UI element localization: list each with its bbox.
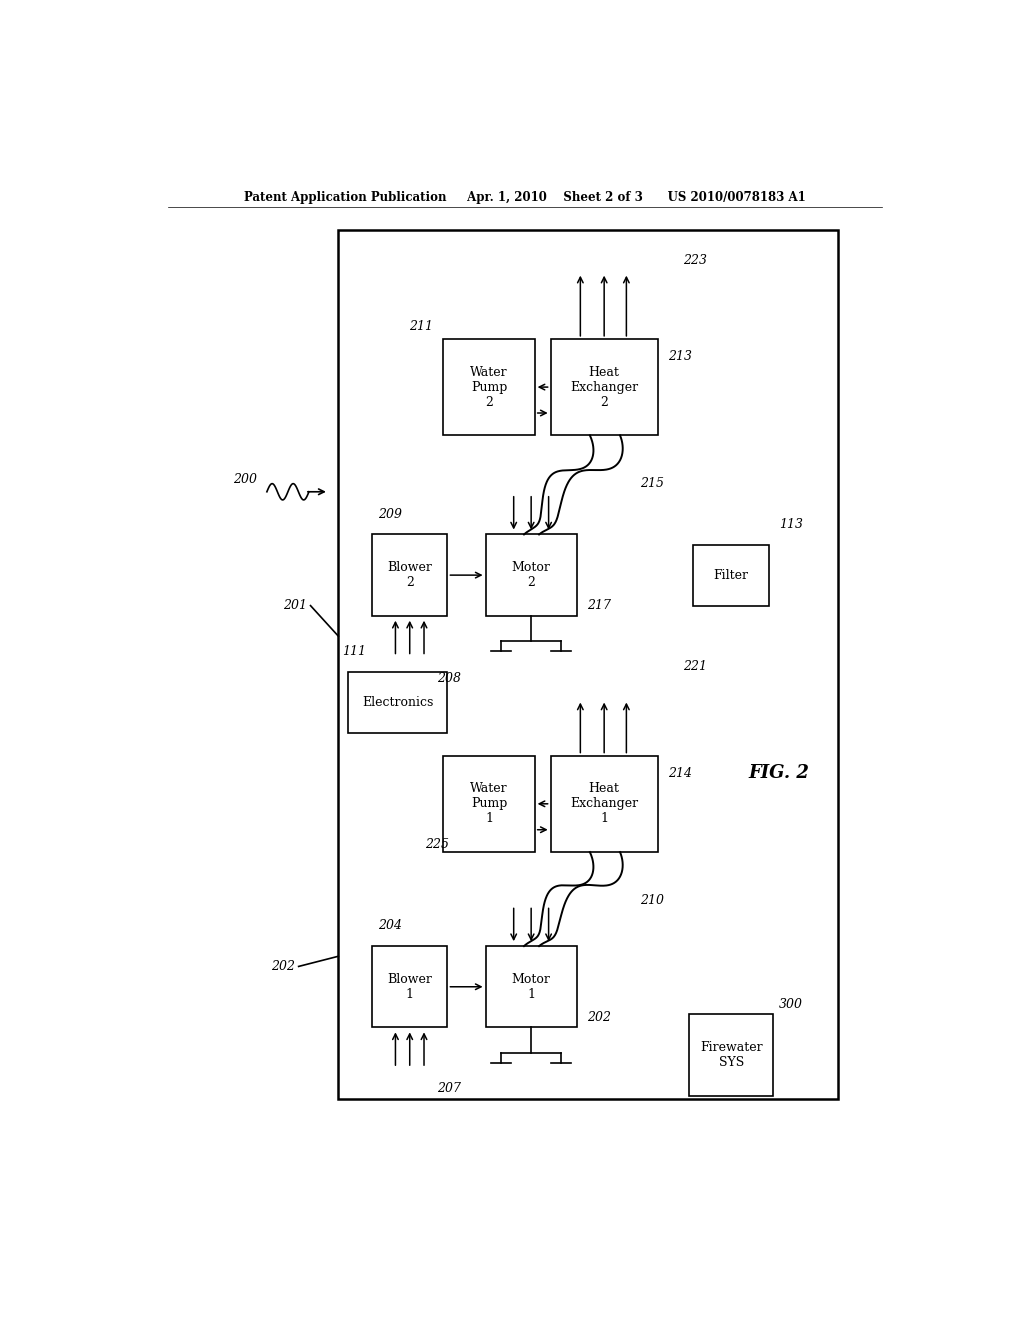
Bar bbox=[338, 230, 839, 1098]
Text: Filter: Filter bbox=[714, 569, 749, 582]
Text: Motor
1: Motor 1 bbox=[512, 973, 551, 1001]
Text: 202: 202 bbox=[587, 1011, 610, 1024]
Text: 213: 213 bbox=[668, 350, 691, 363]
Bar bbox=[443, 339, 535, 436]
Bar bbox=[443, 755, 535, 853]
Text: 215: 215 bbox=[640, 477, 664, 490]
Bar bbox=[693, 545, 769, 606]
Text: 202: 202 bbox=[270, 960, 295, 973]
Bar bbox=[348, 672, 447, 733]
Text: 217: 217 bbox=[587, 599, 610, 612]
Text: 207: 207 bbox=[437, 1082, 462, 1094]
Text: 225: 225 bbox=[425, 838, 450, 851]
Text: Heat
Exchanger
1: Heat Exchanger 1 bbox=[570, 783, 638, 825]
Text: 300: 300 bbox=[779, 998, 803, 1011]
Bar bbox=[551, 339, 657, 436]
Text: 221: 221 bbox=[684, 660, 708, 673]
Text: Electronics: Electronics bbox=[362, 696, 433, 709]
Text: Blower
2: Blower 2 bbox=[387, 561, 432, 589]
Text: Patent Application Publication     Apr. 1, 2010    Sheet 2 of 3      US 2010/007: Patent Application Publication Apr. 1, 2… bbox=[244, 191, 806, 203]
Bar bbox=[689, 1014, 773, 1096]
Bar bbox=[372, 946, 447, 1027]
Text: Water
Pump
2: Water Pump 2 bbox=[470, 366, 508, 409]
Bar bbox=[372, 535, 447, 616]
Text: Blower
1: Blower 1 bbox=[387, 973, 432, 1001]
Text: 200: 200 bbox=[233, 473, 257, 486]
Text: 210: 210 bbox=[640, 894, 664, 907]
Bar bbox=[485, 535, 577, 616]
Text: 214: 214 bbox=[668, 767, 691, 780]
Text: 204: 204 bbox=[378, 919, 401, 932]
Text: 111: 111 bbox=[342, 645, 367, 657]
Text: 209: 209 bbox=[378, 508, 401, 520]
Text: 208: 208 bbox=[437, 672, 462, 685]
Text: FIG. 2: FIG. 2 bbox=[749, 764, 809, 783]
Text: 223: 223 bbox=[684, 253, 708, 267]
Text: 211: 211 bbox=[410, 319, 433, 333]
Text: 113: 113 bbox=[779, 517, 803, 531]
Text: 201: 201 bbox=[283, 599, 306, 612]
Bar bbox=[551, 755, 657, 853]
Text: Firewater
SYS: Firewater SYS bbox=[699, 1041, 763, 1069]
Text: Water
Pump
1: Water Pump 1 bbox=[470, 783, 508, 825]
Text: Heat
Exchanger
2: Heat Exchanger 2 bbox=[570, 366, 638, 409]
Text: Motor
2: Motor 2 bbox=[512, 561, 551, 589]
Bar bbox=[485, 946, 577, 1027]
